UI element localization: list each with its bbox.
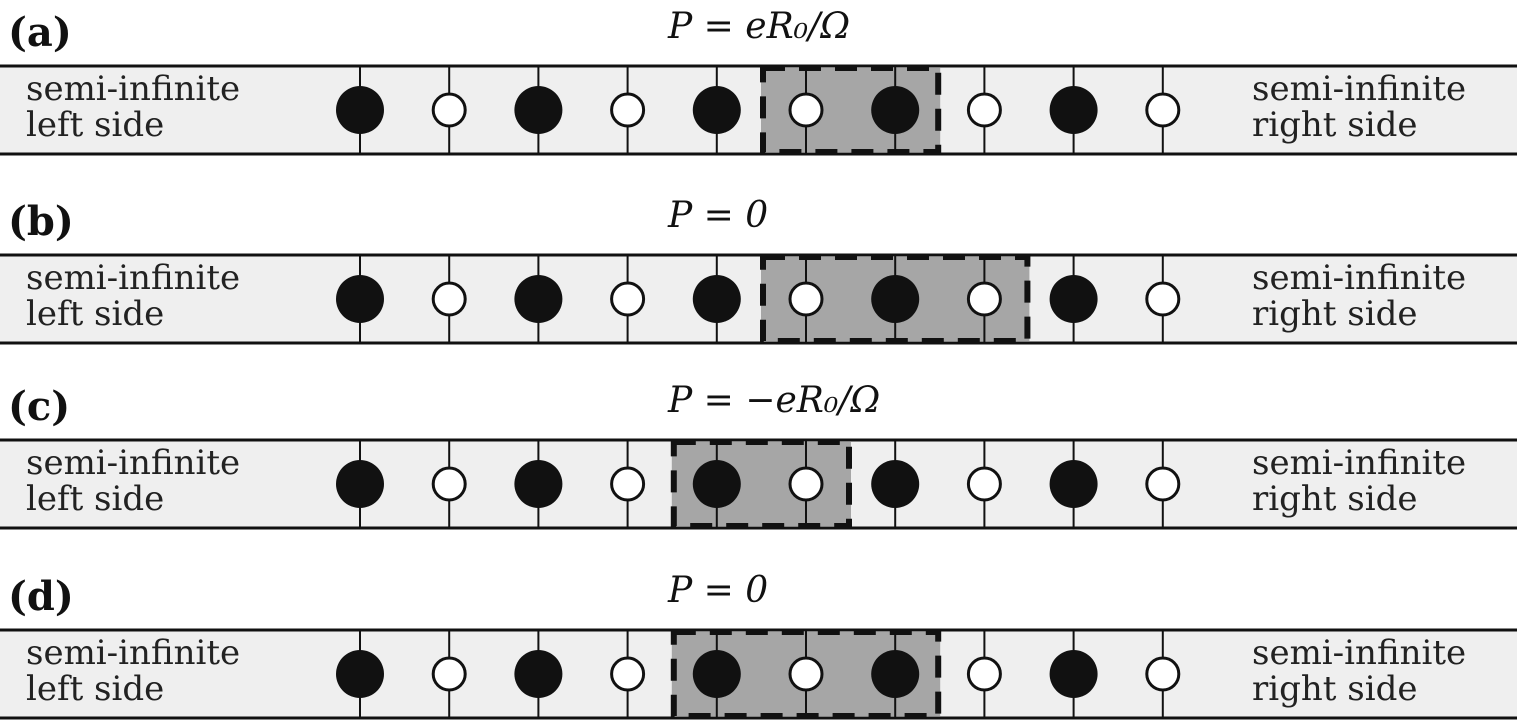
unit-cell-outline (670, 439, 852, 529)
open-site (431, 466, 467, 502)
left-side-label: semi-infinite (26, 69, 240, 109)
filled-site (336, 275, 384, 323)
filled-site (1049, 275, 1098, 323)
filled-site (692, 275, 741, 323)
right-side-label: semi-infinite (1252, 69, 1466, 109)
panel-letter: (b) (8, 198, 74, 245)
open-site (966, 281, 1002, 317)
filled-site (1049, 460, 1098, 508)
open-site (431, 656, 467, 692)
filled-site (871, 650, 920, 698)
filled-site (1049, 86, 1098, 134)
open-site (966, 92, 1002, 128)
right-side-label: right side (1252, 479, 1417, 519)
open-site (610, 656, 646, 692)
filled-site (692, 650, 741, 698)
filled-site (871, 275, 920, 323)
left-side-label: left side (26, 294, 164, 334)
filled-site (336, 86, 384, 134)
filled-site (692, 86, 741, 134)
panel-letter: (a) (8, 9, 72, 56)
open-site (610, 281, 646, 317)
filled-site (514, 460, 563, 508)
filled-site (514, 650, 563, 698)
open-site (610, 466, 646, 502)
panel-letter: (c) (8, 383, 70, 430)
open-site (788, 656, 824, 692)
filled-site (871, 460, 920, 508)
filled-site (1049, 650, 1098, 698)
open-site (1145, 281, 1181, 317)
open-site (1145, 92, 1181, 128)
unit-cell-outline (760, 65, 942, 155)
chain-band (0, 255, 1517, 343)
right-side-label: semi-infinite (1252, 443, 1466, 483)
right-side-label: right side (1252, 669, 1417, 709)
filled-site (336, 650, 384, 698)
open-site (431, 92, 467, 128)
open-site (788, 466, 824, 502)
unit-cell-outline (670, 629, 942, 719)
open-site (610, 92, 646, 128)
left-side-label: left side (26, 479, 164, 519)
polarization-formula: P = 0 (667, 570, 768, 611)
left-side-label: semi-infinite (26, 443, 240, 483)
left-side-label: semi-infinite (26, 258, 240, 298)
panel-letter: (d) (8, 573, 74, 620)
right-side-label: semi-infinite (1252, 633, 1466, 673)
open-site (966, 656, 1002, 692)
filled-site (692, 460, 741, 508)
filled-site (871, 86, 920, 134)
open-site (788, 281, 824, 317)
open-site (431, 281, 467, 317)
open-site (788, 92, 824, 128)
filled-site (336, 460, 384, 508)
left-side-label: left side (26, 105, 164, 145)
open-site (1145, 656, 1181, 692)
filled-site (514, 86, 563, 134)
chain-band (0, 66, 1517, 154)
filled-site (514, 275, 563, 323)
right-side-label: semi-infinite (1252, 258, 1466, 298)
open-site (966, 466, 1002, 502)
right-side-label: right side (1252, 105, 1417, 145)
open-site (1145, 466, 1181, 502)
polarization-formula: P = eR₀/Ω (667, 6, 850, 47)
left-side-label: semi-infinite (26, 633, 240, 673)
right-side-label: right side (1252, 294, 1417, 334)
left-side-label: left side (26, 669, 164, 709)
unit-cell-outline (760, 254, 1031, 344)
polarization-formula: P = 0 (667, 195, 768, 236)
polarization-formula: P = −eR₀/Ω (667, 380, 880, 421)
